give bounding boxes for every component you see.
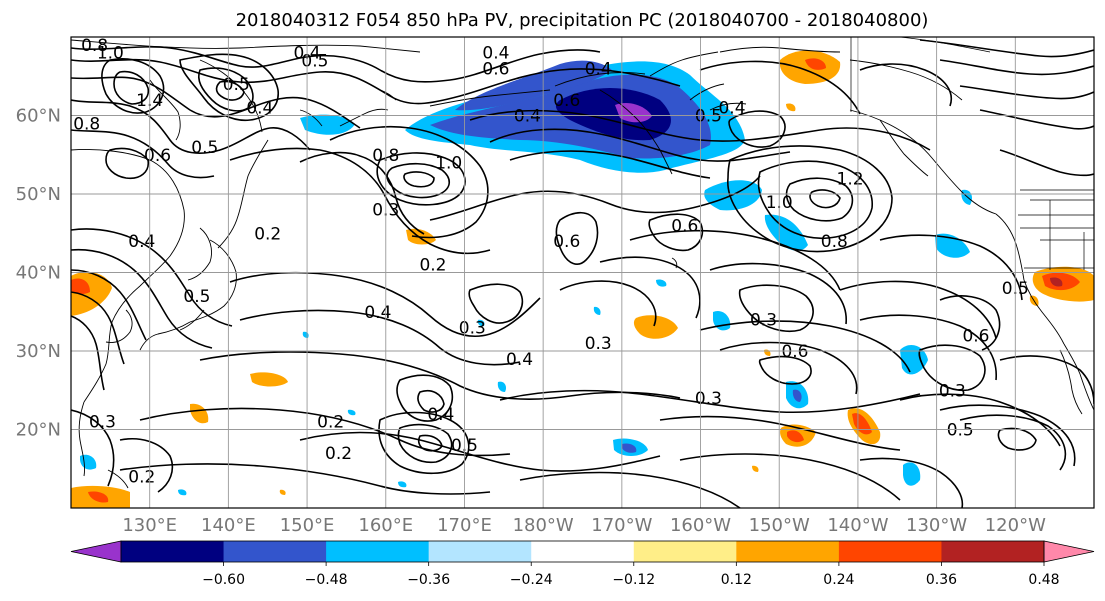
contour-label: 0.6 xyxy=(671,216,698,236)
contour-label: 0.5 xyxy=(183,287,210,307)
colorbar-segment xyxy=(736,541,840,562)
colorbar-tick-label: −0.12 xyxy=(612,572,655,588)
contour-label: 0.3 xyxy=(750,311,777,331)
contour-label: 0.3 xyxy=(459,318,486,338)
colorbar-tick-label: 0.12 xyxy=(721,572,752,588)
longitude-label: 130°E xyxy=(122,515,177,536)
colorbar-segment xyxy=(326,541,430,562)
contour-label: 0.5 xyxy=(223,75,250,95)
colorbar-segment xyxy=(838,541,942,562)
contour-label: 0.2 xyxy=(254,224,281,244)
longitude-label: 170°E xyxy=(437,515,492,536)
contour-label: 0.4 xyxy=(718,99,745,119)
colorbar-max-arrow xyxy=(1043,540,1095,563)
contour-label: 0.8 xyxy=(81,36,108,56)
colorbar-tick-label: −0.24 xyxy=(510,572,553,588)
contour-labels: 1.00.81.40.80.50.40.6 0.50.40.5 0.40.6 0.40… xyxy=(73,36,1029,488)
contour-label: 1.2 xyxy=(837,169,864,189)
political-borders xyxy=(850,37,1094,270)
contour-label: 1.0 xyxy=(97,44,124,64)
colorbar-segment xyxy=(428,541,532,562)
contour-label: 0.5 xyxy=(695,107,722,127)
contour-label: 0.6 xyxy=(553,91,580,111)
latitude-label: 50°N xyxy=(16,184,61,205)
longitude-label: 160°W xyxy=(670,515,731,536)
contour-label: 0.2 xyxy=(317,413,344,433)
map-area: 1.00.81.40.80.50.40.6 0.50.40.5 0.40.6 0.40… xyxy=(71,36,1094,508)
longitude-labels: 130°E 140°E 150°E 160°E 170°E 180°W 170°W 160°W… xyxy=(122,515,1046,536)
latitude-label: 40°N xyxy=(16,263,61,284)
contour-label: 0.3 xyxy=(89,413,116,433)
contour-label: 0.6 xyxy=(781,342,808,362)
latitude-label: 20°N xyxy=(16,420,61,441)
contour-label: 0.6 xyxy=(482,59,509,79)
colorbar-tick-label: −0.60 xyxy=(202,572,245,588)
contour-label: 0.4 xyxy=(514,107,541,127)
lat-lon-grid xyxy=(71,37,1094,508)
contour-label: 0.8 xyxy=(821,232,848,252)
longitude-label: 150°W xyxy=(749,515,810,536)
longitude-label: 140°W xyxy=(827,515,888,536)
colorbar-segment xyxy=(223,541,327,562)
map-title: 2018040312 F054 850 hPa PV, precipitatio… xyxy=(236,10,929,31)
contour-label: 0.2 xyxy=(419,256,446,276)
latitude-labels: 60°N 50°N 40°N 30°N 20°N xyxy=(16,106,61,441)
longitude-label: 170°W xyxy=(591,515,652,536)
latitude-label: 30°N xyxy=(16,341,61,362)
contour-label: 0.4 xyxy=(364,303,391,323)
contour-label: 0.2 xyxy=(325,444,352,464)
contour-label: 0.5 xyxy=(301,52,328,72)
contour-label: 0.6 xyxy=(144,146,171,166)
contour-label: 0.4 xyxy=(427,405,454,425)
latitude-label: 60°N xyxy=(16,106,61,127)
colorbar-segment xyxy=(531,541,635,562)
colorbar-outline xyxy=(120,540,1045,563)
contour-label: 0.4 xyxy=(585,59,612,79)
colorbar-segment xyxy=(633,541,737,562)
colorbar-tick-labels: −0.60 −0.48 −0.36 −0.24 −0.12 0.12 0.24 0.36 0.4… xyxy=(202,562,1060,588)
colorbar-segment xyxy=(121,541,225,562)
contour-label: 0.3 xyxy=(695,389,722,409)
colorbar-tick-label: 0.24 xyxy=(823,572,854,588)
contour-label: 0.4 xyxy=(506,350,533,370)
colorbar xyxy=(70,540,1095,563)
contour-label: 0.3 xyxy=(585,334,612,354)
longitude-label: 160°E xyxy=(358,515,413,536)
colorbar-tick-label: 0.48 xyxy=(1028,572,1059,588)
colorbar-tick-label: 0.36 xyxy=(926,572,957,588)
contour-label: 0.4 xyxy=(246,99,273,119)
colorbar-tick-label: −0.36 xyxy=(407,572,450,588)
pv-contours xyxy=(71,39,1094,508)
coastlines xyxy=(71,39,1094,489)
contour-label: 0.4 xyxy=(128,232,155,252)
longitude-label: 180°W xyxy=(513,515,574,536)
longitude-label: 140°E xyxy=(201,515,256,536)
contour-label: 0.6 xyxy=(553,232,580,252)
colorbar-segment xyxy=(941,541,1045,562)
contour-label: 1.0 xyxy=(435,154,462,174)
colorbar-min-arrow xyxy=(70,540,122,563)
contour-label: 0.6 xyxy=(962,326,989,346)
longitude-label: 150°E xyxy=(280,515,335,536)
contour-label: 0.8 xyxy=(73,114,100,134)
contour-label: 0.2 xyxy=(128,468,155,488)
precip-positive-shading xyxy=(71,50,1094,508)
contour-label: 0.3 xyxy=(939,381,966,401)
longitude-label: 120°W xyxy=(985,515,1046,536)
map-frame xyxy=(70,36,1095,509)
longitude-label: 130°W xyxy=(906,515,967,536)
contour-label: 0.5 xyxy=(947,421,974,441)
contour-label: 0.5 xyxy=(191,138,218,158)
contour-label: 0.4 xyxy=(482,44,509,64)
colorbar-tick-label: −0.48 xyxy=(305,572,348,588)
